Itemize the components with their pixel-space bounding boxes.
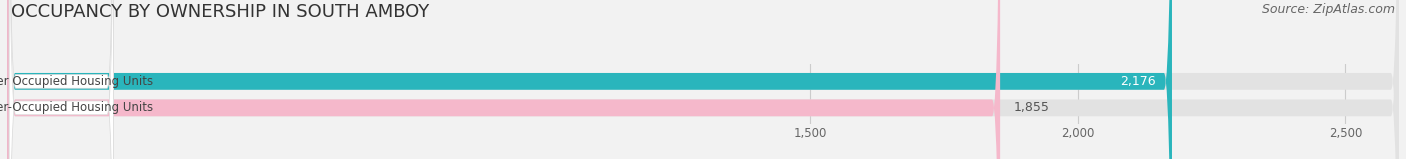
Text: 1,855: 1,855 [1014,101,1049,114]
Text: Source: ZipAtlas.com: Source: ZipAtlas.com [1261,3,1395,16]
Text: Renter-Occupied Housing Units: Renter-Occupied Housing Units [0,101,153,114]
FancyBboxPatch shape [7,0,1000,159]
FancyBboxPatch shape [10,0,114,159]
FancyBboxPatch shape [7,0,1173,159]
FancyBboxPatch shape [10,0,114,159]
FancyBboxPatch shape [7,0,1399,159]
Text: OCCUPANCY BY OWNERSHIP IN SOUTH AMBOY: OCCUPANCY BY OWNERSHIP IN SOUTH AMBOY [11,3,429,21]
Text: Owner Occupied Housing Units: Owner Occupied Housing Units [0,75,153,88]
Text: 2,176: 2,176 [1121,75,1156,88]
FancyBboxPatch shape [7,0,1399,159]
